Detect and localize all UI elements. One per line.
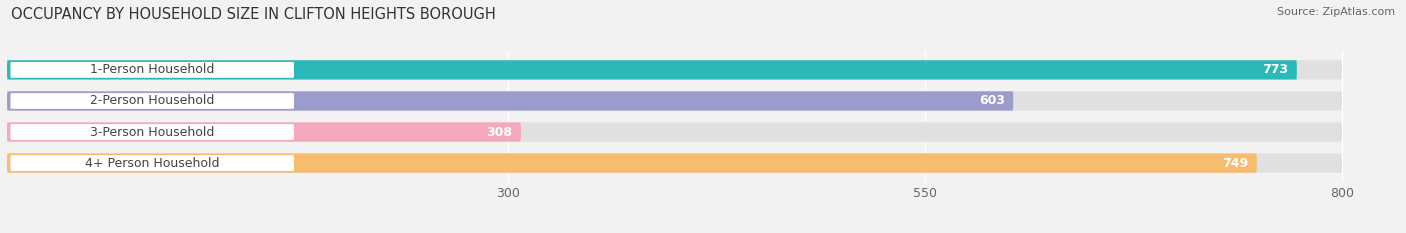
FancyBboxPatch shape [10, 93, 294, 109]
FancyBboxPatch shape [7, 122, 1341, 142]
FancyBboxPatch shape [10, 62, 294, 78]
FancyBboxPatch shape [10, 155, 294, 171]
FancyBboxPatch shape [7, 91, 1014, 111]
FancyBboxPatch shape [7, 91, 1341, 111]
Text: 603: 603 [979, 94, 1005, 107]
Text: 308: 308 [486, 126, 513, 139]
Text: 749: 749 [1222, 157, 1249, 170]
Text: 3-Person Household: 3-Person Household [90, 126, 214, 139]
Text: 4+ Person Household: 4+ Person Household [84, 157, 219, 170]
FancyBboxPatch shape [7, 122, 522, 142]
FancyBboxPatch shape [7, 154, 1257, 173]
Text: 2-Person Household: 2-Person Household [90, 94, 214, 107]
Text: OCCUPANCY BY HOUSEHOLD SIZE IN CLIFTON HEIGHTS BOROUGH: OCCUPANCY BY HOUSEHOLD SIZE IN CLIFTON H… [11, 7, 496, 22]
Text: 773: 773 [1263, 63, 1288, 76]
FancyBboxPatch shape [10, 124, 294, 140]
Text: Source: ZipAtlas.com: Source: ZipAtlas.com [1277, 7, 1395, 17]
FancyBboxPatch shape [7, 60, 1296, 79]
FancyBboxPatch shape [7, 60, 1341, 79]
Text: 1-Person Household: 1-Person Household [90, 63, 214, 76]
FancyBboxPatch shape [7, 154, 1341, 173]
